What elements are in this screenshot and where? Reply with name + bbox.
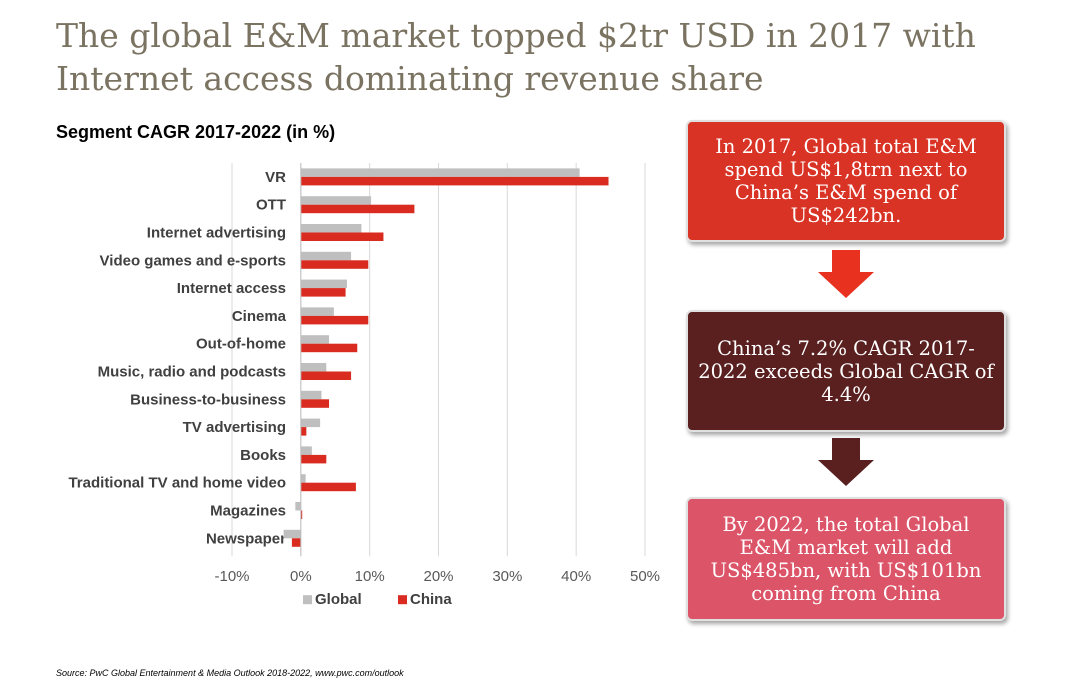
bar-global-internet-advertising — [300, 224, 362, 233]
category-label: Video games and e-sports — [100, 252, 286, 269]
callout-global-spend: In 2017, Global total E&M spend US$1,8tr… — [686, 120, 1006, 242]
category-label: Music, radio and podcasts — [98, 364, 286, 381]
bar-global-out-of-home — [300, 335, 330, 344]
bar-china-cinema — [300, 315, 369, 325]
category-label: Traditional TV and home video — [68, 475, 286, 492]
category-label: Books — [240, 447, 286, 464]
bar-china-internet-advertising — [300, 232, 384, 241]
bar-global-cinema — [300, 307, 334, 316]
x-tick-label: 30% — [492, 568, 522, 585]
bar-china-video-games-and-e-sports — [300, 260, 369, 269]
category-label: VR — [265, 169, 286, 186]
bar-china-music-radio-and-podcasts — [300, 371, 352, 380]
page-title: The global E&M market topped $2tr USD in… — [56, 16, 976, 98]
legend-swatch-global — [303, 595, 312, 605]
category-label: Newspaper — [206, 530, 286, 547]
x-tick-label: 20% — [423, 568, 453, 585]
category-label: Magazines — [210, 503, 286, 520]
x-tick-label: -10% — [214, 568, 249, 585]
chart-title: Segment CAGR 2017-2022 (in %) — [56, 122, 336, 142]
category-label: Business-to-business — [130, 391, 286, 408]
bar-china-out-of-home — [300, 343, 358, 353]
category-label: Out-of-home — [196, 336, 286, 353]
bar-global-business-to-business — [300, 390, 322, 400]
bar-china-tv-advertising — [300, 427, 307, 436]
bar-global-vr — [300, 168, 580, 177]
bar-china-newspaper — [291, 538, 301, 547]
bar-china-business-to-business — [300, 399, 330, 408]
category-label: Internet access — [177, 280, 286, 297]
x-tick-label: 0% — [290, 568, 312, 585]
bar-china-magazines — [300, 510, 303, 519]
down-arrow-icon — [818, 250, 874, 298]
arrow-shape — [818, 438, 874, 486]
bar-china-ott — [300, 204, 415, 214]
bar-global-magazines — [295, 502, 301, 511]
bar-global-music-radio-and-podcasts — [300, 363, 327, 372]
bar-global-ott — [300, 196, 372, 205]
category-label: OTT — [256, 197, 286, 214]
arrow-shape — [818, 250, 874, 298]
callout-china-cagr: China’s 7.2% CAGR 2017-2022 exceeds Glob… — [686, 310, 1006, 432]
legend-label-global: Global — [315, 591, 362, 608]
category-label: Internet advertising — [147, 225, 286, 242]
x-tick-label: 10% — [355, 568, 385, 585]
bar-global-books — [300, 446, 312, 455]
bar-global-traditional-tv-and-home-video — [300, 474, 306, 483]
bar-global-internet-access — [300, 279, 347, 289]
category-label: Cinema — [232, 308, 287, 325]
x-tick-label: 50% — [630, 568, 660, 585]
x-tick-label: 40% — [561, 568, 591, 585]
cagr-bar-chart: -10% 0% 10% 20% 30% 40% 50% VR OTT Internet adver… — [68, 163, 660, 608]
down-arrow-icon — [818, 438, 874, 486]
bar-global-newspaper — [283, 529, 301, 539]
legend-swatch-china — [398, 595, 407, 605]
callout-2022-growth: By 2022, the total Global E&M market wil… — [686, 497, 1006, 621]
bar-china-vr — [300, 176, 609, 186]
legend-label-china: China — [410, 591, 452, 608]
bar-china-books — [300, 454, 327, 464]
bar-global-tv-advertising — [300, 418, 321, 428]
source-note: Source: PwC Global Entertainment & Media… — [56, 668, 404, 678]
bar-china-internet-access — [300, 288, 346, 297]
bar-global-video-games-and-e-sports — [300, 251, 352, 261]
category-label: TV advertising — [183, 419, 286, 436]
bar-china-traditional-tv-and-home-video — [300, 482, 356, 492]
